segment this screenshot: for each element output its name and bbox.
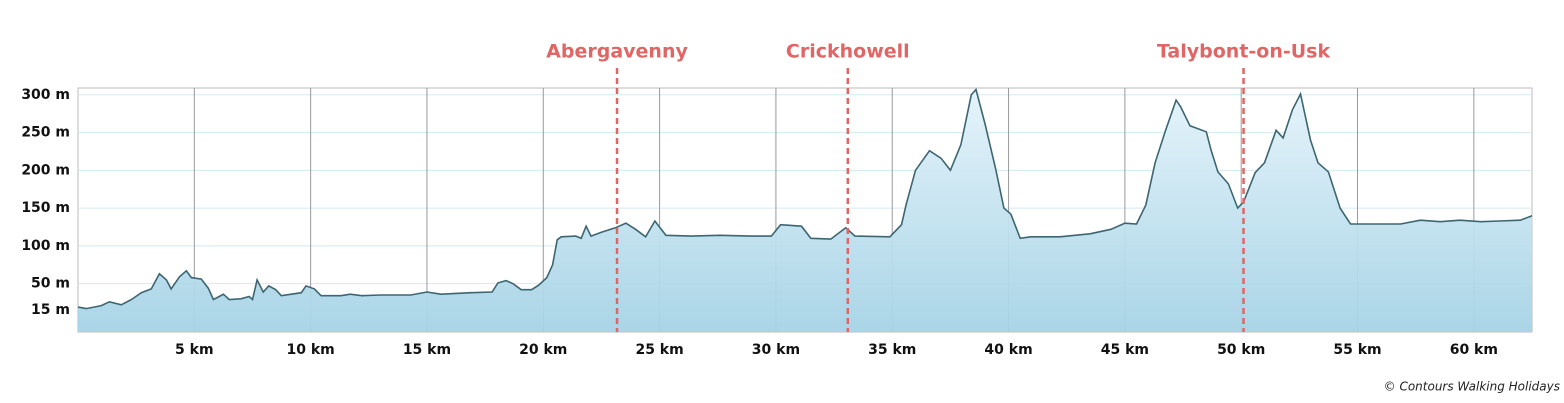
x-tick-label: 30 km (752, 342, 800, 358)
x-tick-label: 5 km (175, 342, 214, 358)
x-tick-label: 15 km (403, 342, 451, 358)
annotation-label: Crickhowell (786, 41, 910, 63)
x-tick-label: 50 km (1217, 342, 1265, 358)
x-tick-label: 20 km (519, 342, 567, 358)
elevation-area (78, 89, 1532, 332)
y-tick-label: 150 m (21, 200, 70, 216)
x-tick-label: 35 km (868, 342, 916, 358)
y-tick-label: 100 m (21, 238, 70, 254)
x-tick-label: 40 km (984, 342, 1032, 358)
elevation-line (77, 87, 1533, 310)
y-tick-label: 200 m (21, 162, 70, 178)
y-tick-label: 15 m (31, 302, 70, 318)
x-tick-label: 25 km (635, 342, 683, 358)
annotation-label: Abergavenny (546, 41, 688, 63)
x-tick-label: 60 km (1450, 342, 1498, 358)
y-tick-label: 50 m (31, 276, 70, 292)
credit: © Contours Walking Holidays (1384, 380, 1560, 394)
y-tick-label: 250 m (21, 125, 70, 141)
annotation-label: Talybont-on-Usk (1157, 41, 1331, 63)
x-tick-label: 55 km (1333, 342, 1381, 358)
x-tick-label: 10 km (287, 342, 335, 358)
x-tick-label: 45 km (1101, 342, 1149, 358)
y-tick-label: 300 m (21, 87, 70, 103)
